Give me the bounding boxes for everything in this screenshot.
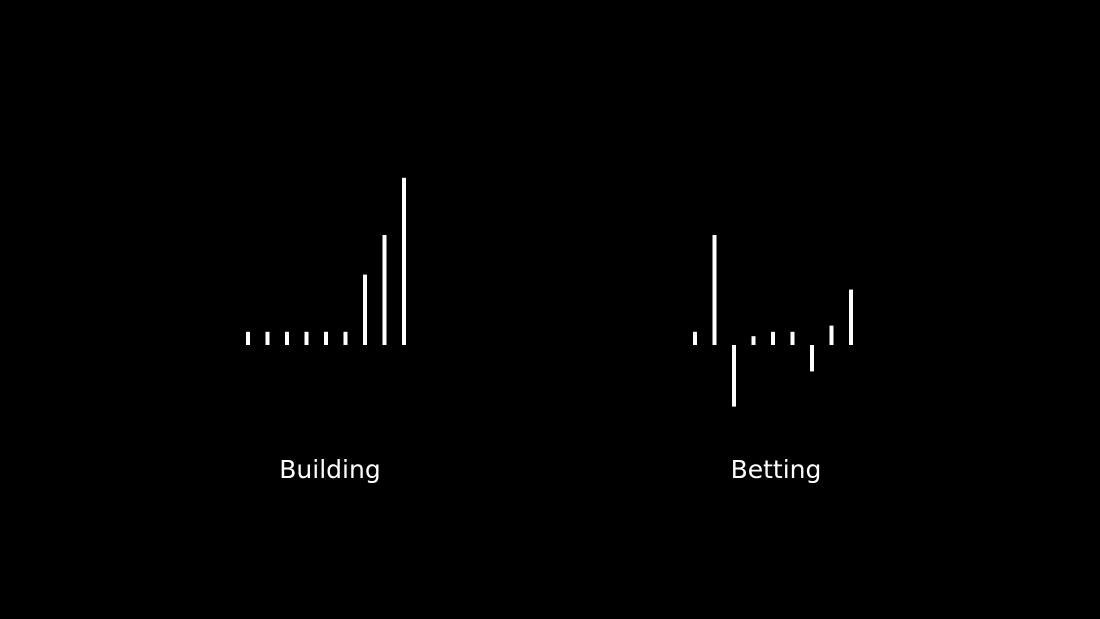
betting-bar-9 bbox=[849, 289, 853, 345]
building-chart bbox=[246, 177, 406, 345]
building-bar-1 bbox=[246, 331, 250, 345]
building-bar-5 bbox=[324, 331, 328, 345]
betting-bar-7 bbox=[810, 345, 814, 372]
building-bar-7 bbox=[363, 274, 367, 345]
betting-bar-5 bbox=[771, 331, 775, 345]
building-bar-6 bbox=[343, 331, 348, 345]
building-bar-8 bbox=[382, 235, 387, 345]
betting-bar-3 bbox=[732, 345, 736, 407]
betting-bar-2 bbox=[712, 235, 717, 345]
building-bar-4 bbox=[304, 331, 309, 345]
building-chart-title: Building bbox=[279, 455, 380, 484]
betting-chart-title: Betting bbox=[731, 455, 822, 484]
betting-chart bbox=[693, 235, 853, 407]
betting-bar-4 bbox=[751, 336, 756, 345]
betting-bar-8 bbox=[829, 325, 834, 345]
betting-bar-6 bbox=[790, 331, 795, 345]
betting-bar-1 bbox=[693, 331, 697, 345]
building-bar-2 bbox=[265, 331, 270, 345]
building-bar-3 bbox=[285, 331, 289, 345]
building-bar-9 bbox=[402, 177, 406, 345]
